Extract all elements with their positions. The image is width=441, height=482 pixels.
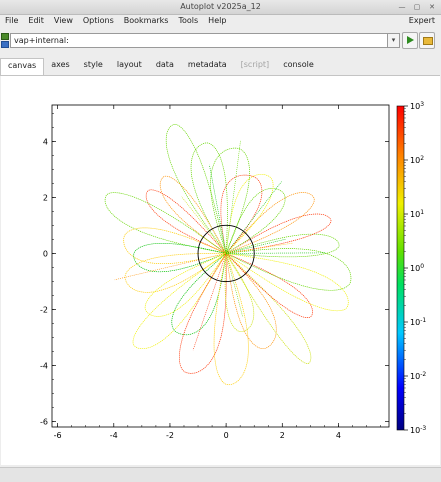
maximize-icon[interactable]: ▢ [413,3,421,11]
y-axis: 4 2 0 -2 -4 -6 [40,113,389,426]
y-tick-label: -2 [40,305,48,314]
colorbar-tick-label: 10-3 [410,425,426,435]
menu-bookmarks[interactable]: Bookmarks [123,16,169,25]
petal-trace [104,192,227,254]
play-icon [407,36,414,44]
chevron-down-icon[interactable]: ▾ [387,33,400,48]
menu-help[interactable]: Help [208,16,227,25]
expert-mode-label[interactable]: Expert [408,16,435,25]
tab-metadata[interactable]: metadata [187,60,227,69]
data-source-icon [1,33,9,48]
status-bar [0,467,441,482]
menu-tools[interactable]: Tools [178,16,199,25]
close-icon[interactable]: ✕ [429,3,435,11]
radial-trace [226,238,287,254]
data-points [104,124,352,386]
tab-canvas[interactable]: canvas [0,58,45,76]
colorbar-tick-label: 10-1 [410,317,426,327]
plot-canvas[interactable]: -6 -4 -2 0 2 4 4 2 0 -2 -4 -6 103 102 101 100 10-1 10-2… [1,75,440,465]
y-tick-label: 2 [43,193,48,202]
window-title: Autoplot v2025a_12 [180,2,261,11]
tab-layout[interactable]: layout [116,60,142,69]
plot-frame [51,104,390,428]
petal-trace [165,124,227,254]
y-tick-label: 4 [43,137,48,146]
tab-axes[interactable]: axes [51,60,70,69]
scatter-plot: -6 -4 -2 0 2 4 4 2 0 -2 -4 -6 103 102 101 100 10-1 10-2… [40,101,426,440]
petal-trace [124,253,227,293]
menu-edit[interactable]: Edit [28,16,44,25]
petal-trace [144,253,227,317]
minimize-icon[interactable]: — [398,3,406,11]
x-tick-label: 4 [336,431,341,440]
colorbar-tick-label: 103 [410,101,424,111]
colorbar-tick-label: 101 [410,209,424,219]
petal-trace [179,253,227,374]
radial-trace [226,252,327,254]
colorbar [396,105,405,431]
petal-trace [171,253,227,336]
menu-file[interactable]: File [5,16,19,25]
title-bar: Autoplot v2025a_12 — ▢ ✕ [0,0,441,15]
folder-icon [423,37,433,45]
url-input[interactable]: vap+internal: [10,33,392,48]
petal-trace [132,253,227,350]
petal-trace [123,227,227,265]
petal-trace [225,213,332,254]
menu-view[interactable]: View [53,16,73,25]
colorbar-tick-label: 102 [410,155,424,165]
x-tick-label: -4 [110,431,118,440]
petal-trace [145,189,227,254]
petal-trace [225,173,274,254]
x-tick-label: 0 [224,431,229,440]
plot-button[interactable] [402,32,418,49]
petal-trace [225,192,315,254]
x-tick-label: -2 [166,431,174,440]
petal-trace [213,253,249,386]
petal-trace [210,147,250,254]
menu-bar: File Edit View Options Bookmarks Tools H… [0,15,441,28]
petal-trace [159,175,227,254]
x-tick-label: -6 [54,431,62,440]
tab-style[interactable]: style [83,60,103,69]
tab-data[interactable]: data [155,60,174,69]
petal-trace [225,188,286,254]
colorbar-tick-label: 100 [410,263,424,273]
y-tick-label: 0 [43,249,48,258]
reference-circle [197,224,255,282]
tab-bar: canvas axes style layout data metadata [… [0,58,441,76]
petal-trace [190,142,228,254]
address-bar: vap+internal: ▾ [0,31,441,51]
tab-script: [script] [240,60,270,69]
colorbar-tick-label: 10-2 [410,371,426,381]
radial-trace [181,196,227,254]
petal-trace [225,253,312,364]
petal-trace [225,253,349,312]
x-tick-label: 2 [280,431,285,440]
petal-trace [133,242,227,273]
menu-options[interactable]: Options [82,16,114,25]
browse-button[interactable] [419,32,435,49]
petal-trace [225,248,352,291]
y-tick-label: -6 [40,417,48,426]
petal-trace [225,253,277,350]
x-axis: -6 -4 -2 0 2 4 [54,105,381,440]
radial-trace [225,253,243,317]
tab-console[interactable]: console [283,60,314,69]
colorbar-axis: 103 102 101 100 10-1 10-2 10-3 [404,101,426,435]
y-tick-label: -4 [40,361,48,370]
